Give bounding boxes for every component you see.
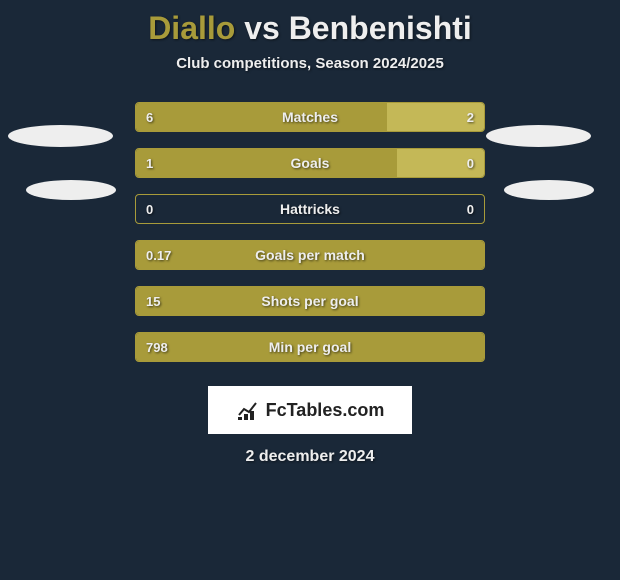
logo-content: FcTables.com: [236, 398, 385, 422]
stat-label: Goals: [136, 155, 484, 171]
stat-label: Min per goal: [136, 339, 484, 355]
subtitle: Club competitions, Season 2024/2025: [0, 55, 620, 72]
stat-row: 0.17Goals per match: [15, 240, 605, 270]
main-container: Diallo vs Benbenishti Club competitions,…: [0, 0, 620, 476]
chart-area: 6Matches21Goals00Hattricks00.17Goals per…: [0, 102, 620, 466]
bar-container: 1Goals0: [135, 148, 485, 178]
stat-row: 0Hattricks0: [15, 194, 605, 224]
bar-container: 798Min per goal: [135, 332, 485, 362]
stat-row: 798Min per goal: [15, 332, 605, 362]
stat-row: 1Goals0: [15, 148, 605, 178]
stat-label: Hattricks: [136, 201, 484, 217]
player2-name: Benbenishti: [289, 10, 472, 46]
stat-row: 6Matches2: [15, 102, 605, 132]
player1-name: Diallo: [148, 10, 235, 46]
vs-text: vs: [244, 10, 280, 46]
value-right: 0: [467, 202, 474, 217]
logo-text: FcTables.com: [266, 400, 385, 421]
page-title: Diallo vs Benbenishti: [0, 10, 620, 47]
bar-container: 0.17Goals per match: [135, 240, 485, 270]
bar-container: 15Shots per goal: [135, 286, 485, 316]
date-text: 2 december 2024: [15, 448, 605, 466]
stat-label: Shots per goal: [136, 293, 484, 309]
value-right: 2: [467, 110, 474, 125]
chart-icon: [236, 398, 260, 422]
logo-box[interactable]: FcTables.com: [208, 386, 413, 434]
stat-row: 15Shots per goal: [15, 286, 605, 316]
bar-container: 0Hattricks0: [135, 194, 485, 224]
stat-label: Matches: [136, 109, 484, 125]
bar-container: 6Matches2: [135, 102, 485, 132]
value-right: 0: [467, 156, 474, 171]
stat-label: Goals per match: [136, 247, 484, 263]
